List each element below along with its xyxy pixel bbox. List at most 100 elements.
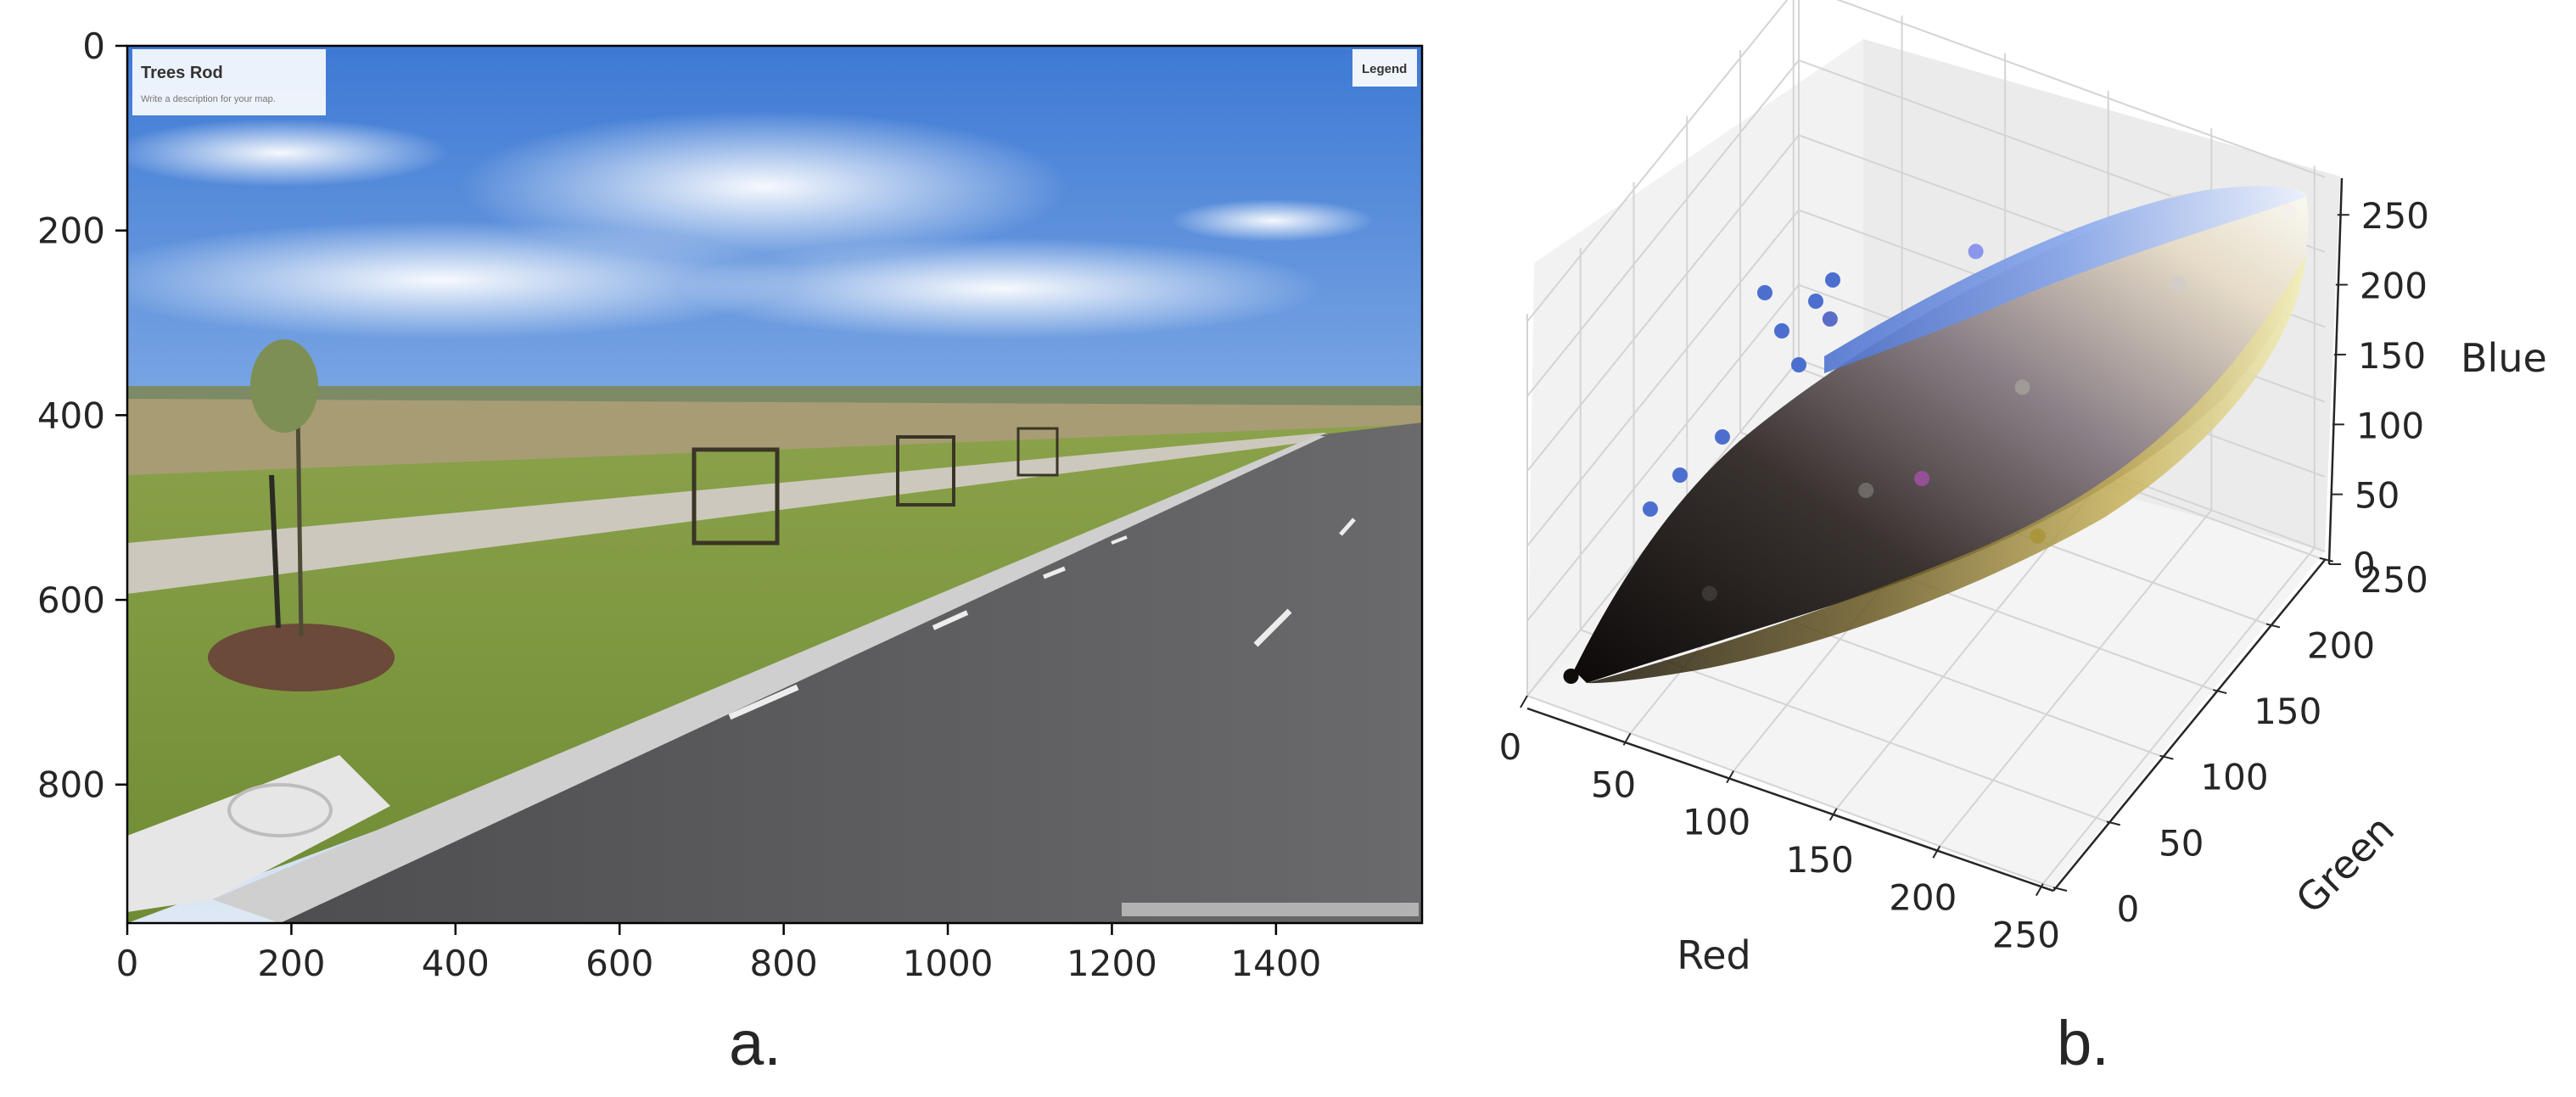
plot-frame [126, 44, 1424, 925]
red-tick-mark [1520, 695, 1528, 708]
lane-marking [1339, 518, 1356, 536]
x-tick-label: 200 [257, 943, 325, 984]
scale-bar [1122, 903, 1419, 916]
blue-tick-label: 0 [2353, 545, 2376, 586]
map-title-box [132, 49, 326, 115]
cloud [679, 238, 1324, 339]
green-tick-label: 0 [2117, 888, 2140, 930]
tree-guard [1016, 427, 1059, 477]
panel-b-caption: b. [2057, 1008, 2109, 1078]
green-tick-mark [2212, 689, 2227, 695]
blue-axis-line [2327, 177, 2344, 565]
scatter-point [2014, 379, 2030, 395]
y-tick-label: 200 [37, 210, 105, 252]
grid-line [1526, 284, 1800, 622]
red-tick-label: 250 [1992, 915, 2060, 956]
map-subtitle: Write a description for your map. [141, 94, 276, 104]
scatter-points [1563, 204, 2296, 685]
cloud [1171, 199, 1375, 242]
cloud-body [1574, 186, 2309, 683]
panel-b-ticks: 0501001502002500501001502002500501001502… [1499, 195, 2429, 955]
green-tick-mark [2159, 754, 2174, 760]
blue-tick-label: 200 [2360, 266, 2428, 307]
mulch-ring [208, 624, 395, 691]
lane-marking [1111, 535, 1128, 545]
lane-marking [1253, 608, 1292, 647]
scatter-point [1791, 357, 1806, 372]
cloud-lower-yellow [1587, 255, 2306, 684]
map-title: Trees Rod [141, 64, 223, 82]
drain-cover [227, 783, 333, 837]
x-tick-label: 0 [116, 943, 139, 984]
red-tick-label: 200 [1889, 876, 1957, 918]
scatter-point [1808, 294, 1823, 309]
x-tick-label: 600 [585, 943, 653, 984]
red-tick-mark [2035, 883, 2044, 897]
tree-stake [269, 474, 281, 629]
red-tick-mark [1932, 845, 1941, 859]
red-axis-label: Red [1677, 932, 1750, 978]
cloud [127, 119, 450, 187]
panel-a-image-plot: Trees Rod Write a description for your m… [37, 25, 1424, 1078]
scatter-point [2170, 276, 2187, 292]
lane-marking [1043, 566, 1066, 579]
green-axis-line [2052, 559, 2326, 892]
scatter-point [1757, 285, 1772, 300]
scatter-point [1715, 429, 1730, 445]
legend-button-label: Legend [1362, 62, 1407, 76]
grid-line [1526, 134, 1800, 472]
grid-line [1526, 59, 1800, 397]
y-tick-label: 0 [82, 25, 105, 67]
x-tick-label: 1000 [903, 943, 994, 984]
scatter-point [2280, 204, 2296, 220]
green-tick-mark [2265, 623, 2281, 629]
red-tick-label: 100 [1683, 802, 1750, 843]
scatter-point [1563, 669, 1579, 685]
green-tick-label: 250 [2360, 559, 2428, 601]
grid-line [1526, 209, 1800, 547]
street-photo: Trees Rod Write a description for your m… [127, 46, 1422, 923]
green-axis-label: Green [2287, 806, 2403, 922]
green-tick-mark [2319, 557, 2333, 562]
x-tick-label: 800 [750, 943, 818, 984]
panel-a-axes: 0 200 400 600 800 1000 1200 1400 0 200 400 600 800 [37, 25, 1321, 984]
red-tick-mark [1726, 770, 1735, 784]
red-tick-label: 0 [1499, 726, 1522, 768]
scatter-point [1643, 501, 1658, 517]
red-tick-label: 50 [1591, 764, 1636, 805]
grid-line [1836, 0, 2326, 178]
scatter-point [1701, 585, 1717, 602]
blue-tick-label: 50 [2355, 475, 2400, 517]
x-tick-label: 400 [422, 943, 490, 984]
scatter-point [1822, 311, 1838, 327]
back-pane-left [1527, 39, 1863, 696]
scatter-point [1968, 243, 1984, 260]
scatter-point [1858, 482, 1874, 498]
green-tick-label: 50 [2159, 822, 2204, 864]
kerb [212, 436, 1325, 923]
blue-tick-label: 100 [2356, 405, 2424, 446]
green-tick-label: 100 [2200, 757, 2268, 798]
grid-line [1526, 0, 1789, 322]
grid-line [1939, 509, 2213, 847]
red-axis-line [1526, 707, 2054, 893]
panel-b-3d-scatter: 0501001502002500501001502002500501001502… [1499, 0, 2547, 1078]
cloud-upper-blue [1824, 186, 2306, 373]
scatter-point [1774, 323, 1789, 339]
legend-button-box [1352, 49, 1417, 87]
y-tick-label: 800 [37, 764, 105, 806]
red-tick-mark [1828, 808, 1838, 821]
green-tick-label: 150 [2254, 691, 2321, 732]
scatter-point [2030, 528, 2046, 544]
road [280, 423, 1422, 923]
x-tick-label: 1200 [1067, 943, 1157, 984]
scatter-point [1672, 467, 1688, 483]
cloud [127, 221, 798, 339]
green-tick-label: 200 [2307, 624, 2375, 666]
lane-marking [932, 610, 969, 630]
grid-line [2042, 546, 2316, 885]
x-tick-label: 1400 [1230, 943, 1321, 984]
sapling-canopy [250, 339, 318, 433]
blue-axis-label: Blue [2461, 335, 2547, 381]
